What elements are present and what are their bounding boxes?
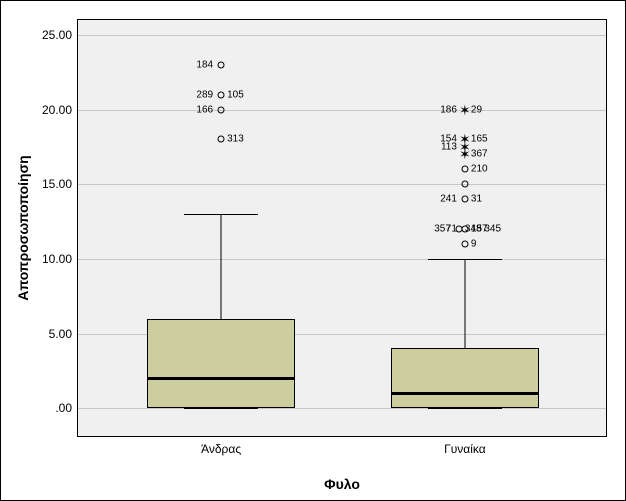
- outlier-star: ✶: [459, 147, 471, 161]
- whisker-upper: [221, 214, 222, 319]
- whisker-cap: [184, 214, 258, 215]
- x-tick-label: Άνδρας: [201, 436, 241, 456]
- y-tick-label: 20.00: [42, 103, 78, 117]
- outlier-circle: [461, 240, 468, 247]
- gridline: [78, 110, 606, 111]
- gridline: [78, 184, 606, 185]
- outlier-circle: [461, 181, 468, 188]
- median-line: [147, 377, 295, 380]
- plot-area: .005.0010.0015.0020.0025.00Άνδρας1842891…: [77, 19, 607, 437]
- gridline: [78, 408, 606, 409]
- whisker-cap: [184, 408, 258, 409]
- outlier-label: 241: [440, 194, 457, 205]
- outlier-label: 165: [471, 134, 488, 145]
- outlier-circle: [218, 61, 225, 68]
- outlier-label: 367: [471, 149, 488, 160]
- outlier-label: 9: [471, 238, 477, 249]
- outlier-circle: [218, 106, 225, 113]
- outlier-label: 348 345: [465, 224, 501, 235]
- x-axis-title: Φυλο: [324, 476, 360, 492]
- outlier-label: 210: [471, 164, 488, 175]
- outlier-circle: [461, 196, 468, 203]
- y-tick-label: .00: [55, 401, 78, 415]
- y-tick-label: 5.00: [49, 327, 78, 341]
- boxplot-chart: .00 5.00 10.00 15.00 20.00 25.00 Άνδρας 184 289 1…: [0, 0, 626, 501]
- outlier-circle: [218, 91, 225, 98]
- y-tick-label: 10.00: [42, 252, 78, 266]
- outlier-label: 166: [196, 104, 213, 115]
- whisker-upper: [464, 259, 465, 349]
- outlier-label: 186: [440, 104, 457, 115]
- box: [391, 348, 539, 408]
- box: [147, 319, 295, 409]
- outlier-circle: [461, 166, 468, 173]
- outlier-circle: [455, 226, 462, 233]
- x-tick-label: Γυναίκα: [444, 436, 486, 456]
- outlier-label: 289: [196, 89, 213, 100]
- y-tick-label: 15.00: [42, 177, 78, 191]
- outlier-label: 29: [471, 104, 482, 115]
- outlier-label: 113: [441, 141, 457, 152]
- outlier-label: 357: [434, 224, 451, 235]
- outlier-label: 313: [227, 134, 244, 145]
- y-axis-title: Αποπροσωποποίηση: [15, 155, 31, 301]
- gridline: [78, 35, 606, 36]
- outlier-star: ✶: [459, 103, 471, 117]
- outlier-label: 105: [227, 89, 244, 100]
- whisker-cap: [428, 408, 502, 409]
- gridline: [78, 259, 606, 260]
- whisker-cap: [428, 259, 502, 260]
- outlier-label: 31: [471, 194, 482, 205]
- outlier-circle: [218, 136, 225, 143]
- outlier-label: 184: [196, 59, 213, 70]
- median-line: [391, 392, 539, 395]
- y-tick-label: 25.00: [42, 28, 78, 42]
